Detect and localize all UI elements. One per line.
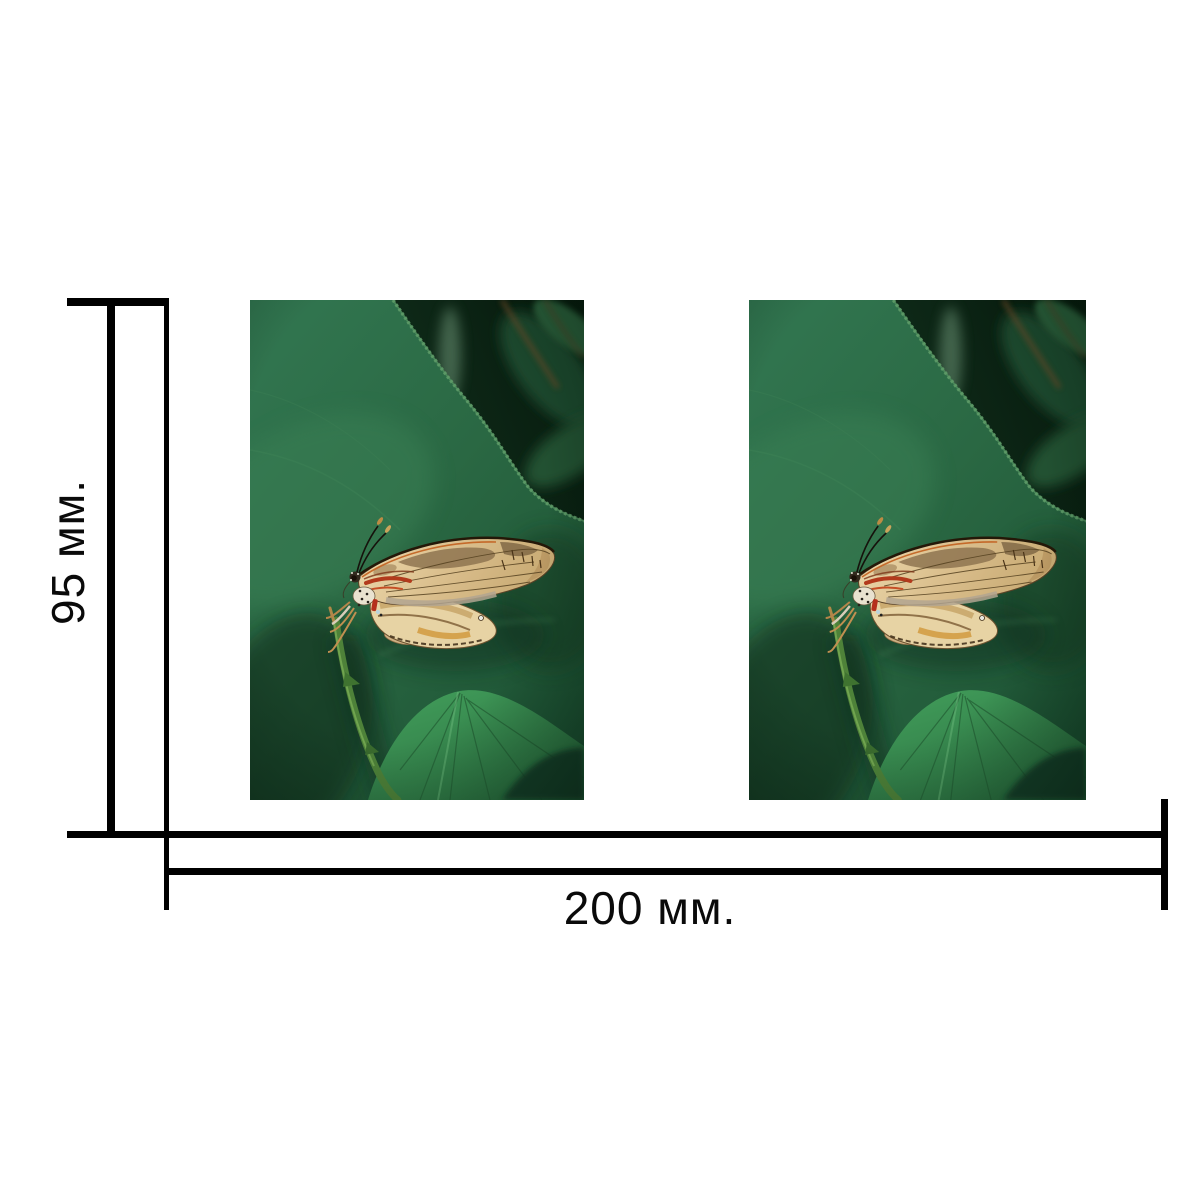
- butterfly-image: [749, 300, 1086, 800]
- product-photo-left: [250, 300, 584, 800]
- product-photo-right: [749, 300, 1086, 800]
- width-dimension-line: [164, 868, 1166, 875]
- bottom-baseline: [67, 831, 1166, 838]
- left-extension-line: [164, 298, 169, 910]
- height-dimension-label: 95 мм.: [42, 479, 94, 625]
- height-dimension-line: [107, 299, 115, 838]
- width-dimension-right-tick: [1161, 799, 1168, 910]
- width-dimension-label: 200 мм.: [563, 882, 737, 934]
- height-dimension-top-tick: [67, 298, 168, 306]
- butterfly-image: [250, 300, 584, 800]
